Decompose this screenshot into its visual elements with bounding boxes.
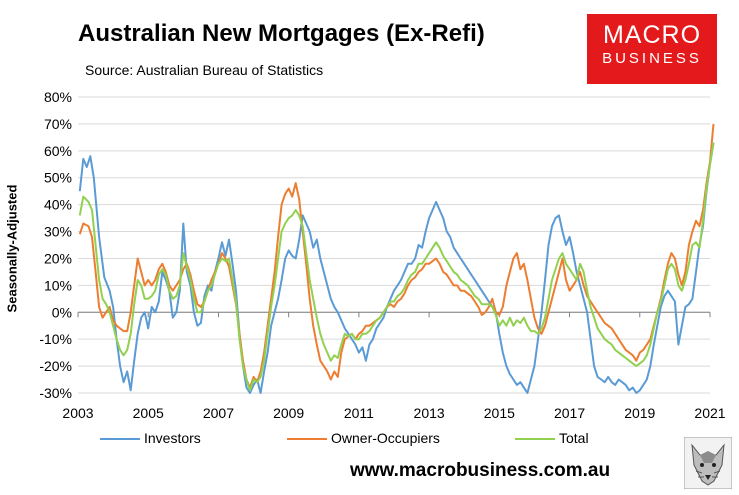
y-tick-label: -30% (39, 385, 72, 401)
x-tick-label: 2017 (554, 405, 585, 421)
website-url: www.macrobusiness.com.au (350, 460, 611, 481)
x-tick-label: 2007 (203, 405, 234, 421)
wolf-mascot-icon (684, 437, 732, 489)
y-tick-label: 80% (44, 89, 72, 105)
y-tick-label: 70% (44, 116, 72, 132)
y-tick-label: 10% (44, 277, 72, 293)
legend-item-total: Total (515, 430, 589, 446)
x-tick-label: 2011 (344, 405, 374, 421)
y-tick-label: 0% (52, 304, 72, 320)
logo-line-1: MACRO (602, 21, 702, 49)
x-tick-label: 2003 (62, 405, 93, 421)
y-tick-label: 30% (44, 224, 72, 240)
x-tick-label: 2015 (484, 405, 515, 421)
y-tick-label: 40% (44, 197, 72, 213)
legend-item-investors: Investors (100, 430, 201, 446)
macrobusiness-logo: MACRO BUSINESS (587, 14, 717, 84)
series-line-owner-occupiers (78, 123, 715, 389)
legend-swatch-owner-occupiers (287, 438, 327, 441)
x-tick-label: 2013 (414, 405, 445, 421)
x-tick-label: 2021 (694, 405, 725, 421)
legend-swatch-total (515, 438, 555, 441)
y-tick-label: 50% (44, 170, 72, 186)
y-tick-label: 60% (44, 143, 72, 159)
legend-label-investors: Investors (144, 430, 201, 446)
chart-title: Australian New Mortgages (Ex-Refi) (78, 20, 485, 47)
x-tick-label: 2005 (133, 405, 164, 421)
series-line-total (78, 142, 715, 392)
y-tick-label: -20% (39, 358, 72, 374)
x-tick-label: 2019 (624, 405, 655, 421)
legend-label-total: Total (559, 430, 589, 446)
chart-subtitle: Source: Australian Bureau of Statistics (85, 62, 324, 78)
legend-item-owner-occupiers: Owner-Occupiers (287, 430, 440, 446)
y-tick-label: 20% (44, 250, 72, 266)
legend-label-owner-occupiers: Owner-Occupiers (331, 430, 440, 446)
x-tick-label: 2009 (273, 405, 304, 421)
legend-swatch-investors (100, 438, 140, 441)
logo-line-2: BUSINESS (602, 50, 702, 67)
y-tick-label: -10% (39, 331, 72, 347)
series-line-investors (78, 142, 715, 394)
